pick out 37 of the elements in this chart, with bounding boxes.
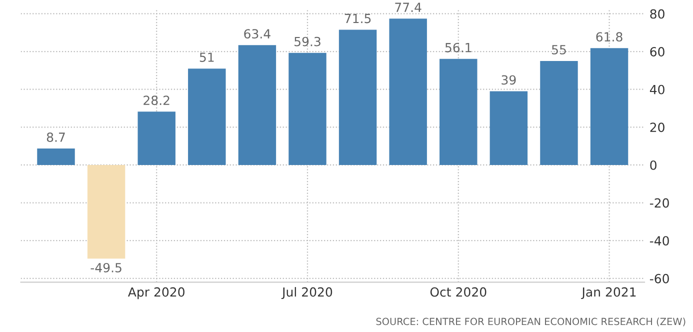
data-label: 71.5 <box>344 14 371 24</box>
bar <box>238 45 276 165</box>
x-tick-label: Apr 2020 <box>128 287 184 300</box>
bar <box>540 61 578 165</box>
data-label: 39 <box>502 75 516 85</box>
y-tick-label: -20 <box>650 198 669 208</box>
data-label: 77.4 <box>395 2 422 12</box>
data-label: 51 <box>200 52 214 62</box>
bar <box>188 68 226 165</box>
data-label: 59.3 <box>294 36 320 46</box>
source-note: SOURCE: CENTRE FOR EUROPEAN ECONOMIC RESEARCH (ZEW) <box>376 318 686 326</box>
bar <box>37 148 75 165</box>
bar <box>440 58 478 165</box>
data-label: 8.7 <box>46 132 65 142</box>
data-label: 28.2 <box>144 96 170 106</box>
data-label: 55 <box>552 45 566 54</box>
bar <box>490 91 528 165</box>
data-label: -49.5 <box>90 262 122 272</box>
y-tick-label: 0 <box>650 160 656 170</box>
y-tick-label: -40 <box>650 236 669 246</box>
data-label: 63.4 <box>244 29 270 39</box>
y-tick-label: 40 <box>650 84 664 94</box>
bar <box>87 164 126 259</box>
bar <box>389 18 427 165</box>
bar <box>138 112 176 165</box>
y-tick-label: 60 <box>650 47 664 56</box>
x-tick-label: Jan 2021 <box>581 287 636 300</box>
y-tick-label: 20 <box>650 122 664 132</box>
bar <box>590 48 628 165</box>
bar <box>288 52 326 165</box>
data-label: 61.8 <box>596 32 622 42</box>
bar <box>338 30 377 165</box>
x-tick-label: Jul 2020 <box>281 287 332 300</box>
data-label: 56.1 <box>445 42 472 52</box>
y-tick-label: 80 <box>650 9 664 19</box>
x-tick-label: Oct 2020 <box>430 287 486 297</box>
y-tick-label: -60 <box>650 274 669 284</box>
